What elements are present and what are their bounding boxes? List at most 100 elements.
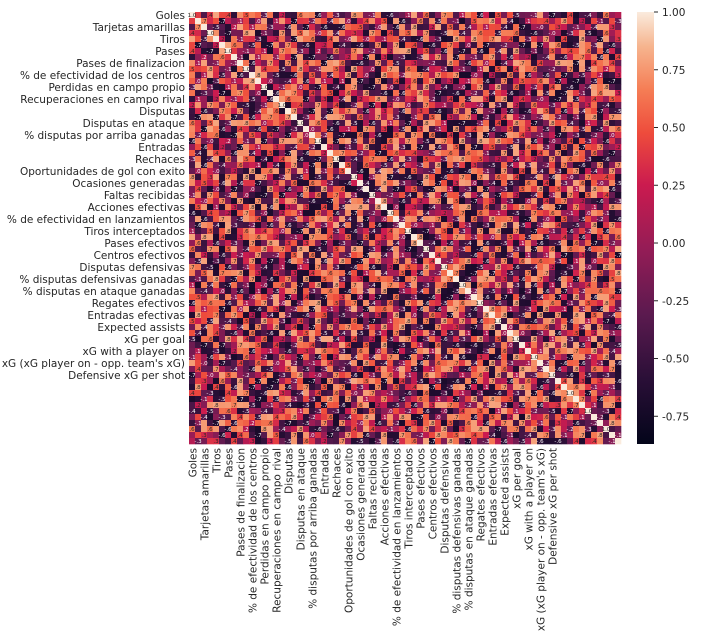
heatmap-cell	[393, 300, 400, 307]
heatmap-cell	[399, 348, 406, 355]
heatmap-cell	[453, 264, 460, 271]
heatmap-cell	[447, 372, 454, 379]
heatmap-cell	[255, 312, 262, 319]
heatmap-cell	[261, 114, 268, 121]
heatmap-cell	[531, 312, 538, 319]
heatmap-cell	[597, 174, 604, 181]
heatmap-cell	[237, 228, 244, 235]
heatmap-cell	[537, 138, 544, 145]
heatmap-cell	[225, 276, 232, 283]
heatmap-cell	[423, 324, 430, 331]
heatmap-cell	[399, 252, 406, 259]
heatmap-cell	[447, 30, 454, 37]
heatmap-cell	[489, 288, 496, 295]
heatmap-cell	[429, 114, 436, 121]
heatmap-cell	[525, 30, 532, 37]
heatmap-cell	[351, 384, 358, 391]
heatmap-cell	[321, 186, 328, 193]
heatmap-cell	[543, 24, 550, 31]
heatmap-cell	[429, 378, 436, 385]
heatmap-cell	[333, 288, 340, 295]
heatmap-cell	[615, 132, 622, 139]
heatmap-cell	[513, 294, 520, 301]
heatmap-cell	[285, 390, 292, 397]
heatmap-cell	[195, 90, 202, 97]
heatmap-cell	[279, 312, 286, 319]
heatmap-cell	[357, 426, 364, 433]
heatmap-cell	[501, 60, 508, 67]
heatmap-cell	[579, 420, 586, 427]
heatmap-cell	[549, 138, 556, 145]
heatmap-cell	[573, 36, 580, 43]
heatmap-cell	[477, 72, 484, 79]
heatmap-cell	[597, 120, 604, 127]
heatmap-cell	[189, 90, 196, 97]
heatmap-cell	[393, 174, 400, 181]
heatmap-cell	[471, 312, 478, 319]
heatmap-cell	[411, 270, 418, 277]
heatmap-cell	[303, 234, 310, 241]
heatmap-cell	[561, 270, 568, 277]
heatmap-cell	[213, 198, 220, 205]
heatmap-cell	[579, 162, 586, 169]
heatmap-cell	[207, 366, 214, 373]
heatmap-cell	[459, 270, 466, 277]
heatmap-cell	[591, 384, 598, 391]
heatmap-cell	[489, 168, 496, 175]
heatmap-cell	[447, 222, 454, 229]
heatmap-cell	[213, 282, 220, 289]
heatmap-cell	[519, 186, 526, 193]
heatmap-cell	[459, 54, 466, 61]
heatmap-cell	[543, 318, 550, 325]
heatmap-cell	[339, 324, 346, 331]
heatmap-cell	[273, 234, 280, 241]
heatmap-cell	[309, 342, 316, 349]
heatmap-cell	[279, 174, 286, 181]
heatmap-cell	[297, 144, 304, 151]
heatmap-cell	[351, 414, 358, 421]
heatmap-cell	[609, 252, 616, 259]
heatmap-cell	[585, 192, 592, 199]
heatmap-cell	[249, 186, 256, 193]
heatmap-cell	[261, 240, 268, 247]
heatmap-cell	[219, 426, 226, 433]
heatmap-cell	[567, 210, 574, 217]
heatmap-cell	[261, 234, 268, 241]
heatmap-cell	[321, 18, 328, 25]
heatmap-cell	[609, 396, 616, 403]
heatmap-cell	[267, 372, 274, 379]
heatmap-cell	[267, 186, 274, 193]
heatmap-cell	[357, 264, 364, 271]
heatmap-cell	[591, 246, 598, 253]
heatmap-cell	[603, 204, 610, 211]
heatmap-cell	[477, 210, 484, 217]
heatmap-cell	[429, 318, 436, 325]
heatmap-cell	[237, 144, 244, 151]
heatmap-cell	[267, 234, 274, 241]
heatmap-cell	[405, 12, 412, 19]
heatmap-cell	[555, 30, 562, 37]
heatmap-cell	[285, 174, 292, 181]
heatmap-cell	[609, 78, 616, 85]
heatmap-cell	[465, 210, 472, 217]
heatmap-cell	[321, 216, 328, 223]
heatmap-cell	[411, 342, 418, 349]
heatmap-cell	[243, 354, 250, 361]
heatmap-cell	[393, 396, 400, 403]
heatmap-cell	[387, 270, 394, 277]
heatmap-cell	[465, 384, 472, 391]
heatmap-cell	[549, 360, 556, 367]
heatmap-cell	[405, 84, 412, 91]
heatmap-cell	[249, 426, 256, 433]
heatmap-cell	[573, 54, 580, 61]
heatmap-cell	[543, 408, 550, 415]
heatmap-cell	[213, 246, 220, 253]
heatmap-cell	[495, 378, 502, 385]
heatmap-cell	[597, 384, 604, 391]
heatmap-cell	[279, 360, 286, 367]
heatmap-cell	[369, 204, 376, 211]
heatmap-cell	[255, 408, 262, 415]
heatmap-cell	[483, 24, 490, 31]
heatmap-cell	[207, 132, 214, 139]
heatmap-cell	[321, 264, 328, 271]
